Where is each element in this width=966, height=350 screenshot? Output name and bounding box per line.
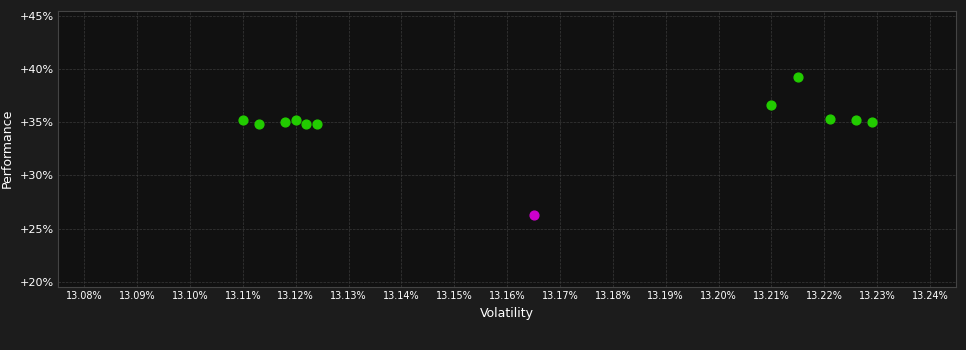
Point xyxy=(288,117,303,123)
Point xyxy=(822,116,838,122)
Point xyxy=(764,102,780,108)
Point xyxy=(790,75,806,80)
X-axis label: Volatility: Volatility xyxy=(480,307,534,320)
Point xyxy=(309,121,325,127)
Point xyxy=(848,117,864,123)
Point xyxy=(251,121,267,127)
Point xyxy=(235,117,250,123)
Y-axis label: Performance: Performance xyxy=(1,109,14,188)
Point xyxy=(526,212,541,217)
Point xyxy=(277,119,293,125)
Point xyxy=(864,119,879,125)
Point xyxy=(298,121,314,127)
